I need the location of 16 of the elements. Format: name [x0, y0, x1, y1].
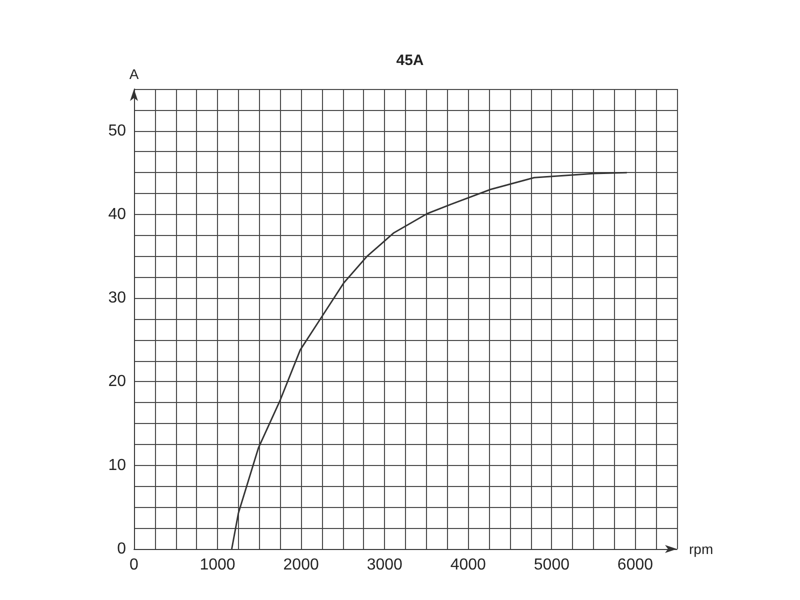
- x-tick-label: 0: [130, 556, 139, 574]
- x-tick-label: 5000: [534, 556, 570, 574]
- y-tick-label: 40: [108, 206, 126, 223]
- y-tick-label: 10: [108, 456, 126, 474]
- y-tick-label: 0: [117, 540, 126, 558]
- y-tick-label: 50: [108, 122, 126, 140]
- x-axis-title: rpm: [689, 541, 714, 557]
- chart-title: 45A: [396, 52, 424, 69]
- x-tick-label: 6000: [617, 556, 654, 574]
- x-tick-label: 3000: [366, 556, 403, 574]
- x-tick-label: 4000: [450, 556, 486, 574]
- x-tick-label: 1000: [200, 556, 236, 574]
- y-tick-label: 20: [108, 373, 126, 390]
- x-tick-label: 2000: [283, 556, 319, 574]
- y-axis-title: A: [129, 66, 140, 82]
- y-tick-label: 30: [108, 290, 126, 307]
